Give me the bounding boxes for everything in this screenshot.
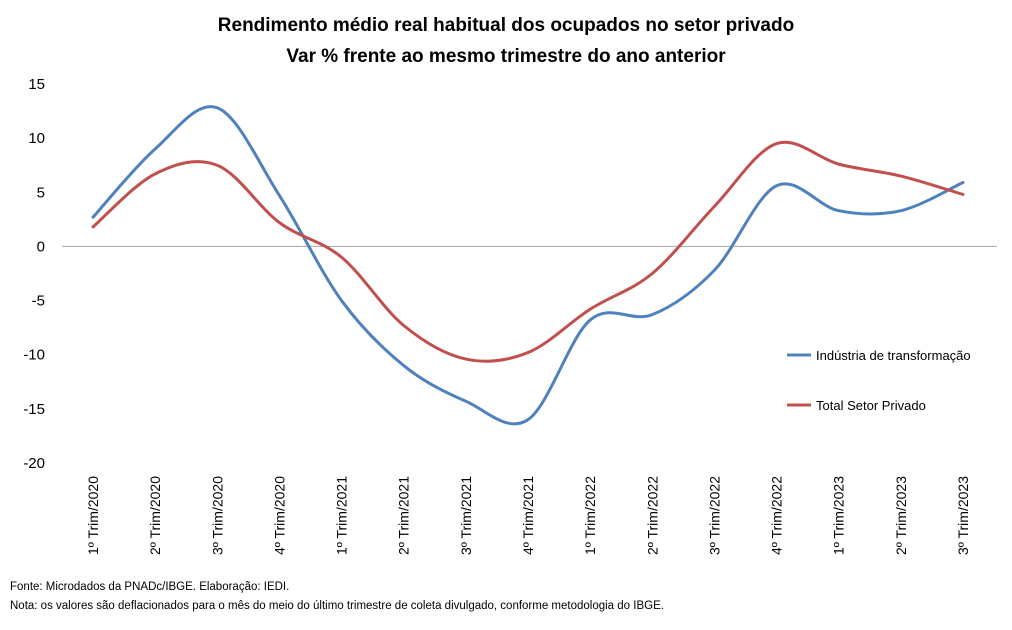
y-tick-label: 10 <box>28 130 45 147</box>
chart-title-line2: Var % frente ao mesmo trimestre do ano a… <box>286 46 726 67</box>
x-tick-label: 2º Trim/2023 <box>893 476 909 555</box>
x-tick-label: 4º Trim/2021 <box>520 476 536 555</box>
chart-title-line1: Rendimento médio real habitual dos ocupa… <box>218 15 794 36</box>
x-tick-label: 2º Trim/2021 <box>396 476 412 555</box>
x-tick-label: 1º Trim/2020 <box>85 476 101 555</box>
x-tick-label: 2º Trim/2020 <box>147 476 163 555</box>
y-tick-label: 15 <box>28 76 45 93</box>
series-lines <box>91 105 965 426</box>
source-footnote: Fonte: Microdados da PNADc/IBGE. Elabora… <box>10 581 290 593</box>
x-tick-label: 4º Trim/2022 <box>769 476 785 555</box>
legend-label: Total Setor Privado <box>816 398 926 413</box>
y-tick-label: 0 <box>37 238 45 255</box>
y-axis-ticks: 15 10 5 0 -5 -10 -15 -20 <box>23 76 45 472</box>
y-tick-label: -15 <box>23 401 45 418</box>
x-tick-label: 1º Trim/2023 <box>831 476 847 555</box>
x-tick-label: 3º Trim/2023 <box>955 476 971 555</box>
x-tick-label: 3º Trim/2021 <box>458 476 474 555</box>
y-tick-label: -10 <box>23 347 45 364</box>
legend-label: Indústria de transformação <box>816 348 971 363</box>
legend: Indústria de transformação Total Setor Pr… <box>787 348 971 413</box>
series-line-1 <box>91 140 965 363</box>
x-tick-label: 1º Trim/2022 <box>582 476 598 555</box>
x-tick-label: 2º Trim/2022 <box>644 476 660 555</box>
x-tick-label: 4º Trim/2020 <box>271 476 287 555</box>
x-axis-ticks: 1º Trim/2020 2º Trim/2020 3º Trim/2020 4º T… <box>85 476 971 555</box>
y-tick-label: -20 <box>23 455 45 472</box>
methodology-footnote: Nota: os valores são deflacionados para … <box>10 600 664 612</box>
y-tick-label: 5 <box>37 184 45 201</box>
x-tick-label: 3º Trim/2022 <box>706 476 722 555</box>
y-tick-label: -5 <box>32 293 45 310</box>
x-tick-label: 1º Trim/2021 <box>334 476 350 555</box>
x-tick-label: 3º Trim/2020 <box>209 476 225 555</box>
series-line-0 <box>91 105 965 426</box>
